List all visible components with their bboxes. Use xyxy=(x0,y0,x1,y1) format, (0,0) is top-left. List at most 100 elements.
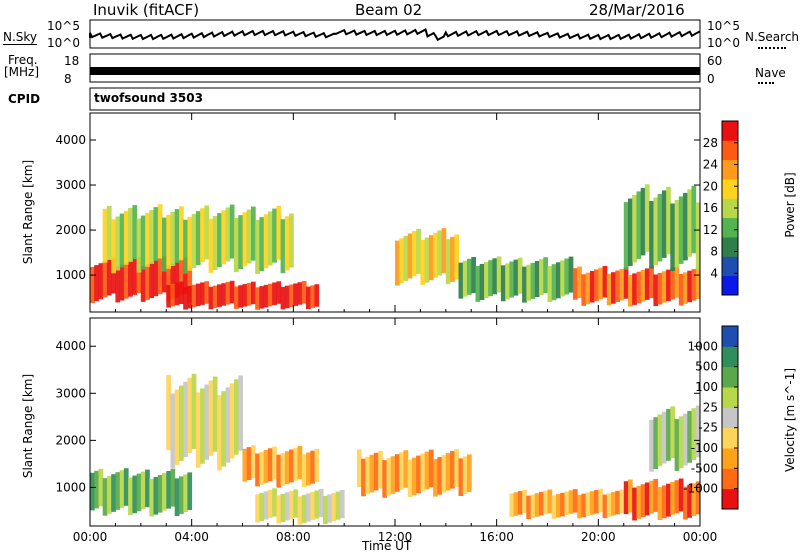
velocity-band-4-22 xyxy=(450,451,455,489)
power-colorbar-seg-8 xyxy=(722,121,738,141)
power-band-0-8 xyxy=(123,262,129,299)
velocity-band-6-3 xyxy=(636,485,642,519)
power-band-2-10 xyxy=(145,212,150,267)
power-band-4-23 xyxy=(556,262,561,299)
velocity-band-7-3 xyxy=(661,411,667,464)
velocity-band-3-16 xyxy=(310,450,315,484)
velocity-band-6-10 xyxy=(666,483,671,517)
power-band-6-2 xyxy=(632,195,637,263)
power-band-3-0 xyxy=(395,240,400,286)
power-band-1-10 xyxy=(208,286,214,310)
velocity-band-6-7 xyxy=(653,479,659,512)
power-band-4-0 xyxy=(458,262,464,299)
power-band-5-17 xyxy=(644,268,650,300)
power-band-2-8 xyxy=(136,218,142,273)
power-band-5-7 xyxy=(602,266,608,298)
velocity-band-2-11 xyxy=(301,494,307,524)
velocity-band-3-12 xyxy=(293,447,298,481)
power-band-5-19 xyxy=(653,274,659,306)
power-band-2-39 xyxy=(267,211,273,266)
velocity-band-4-26 xyxy=(467,454,472,492)
power-colorbar-seg-5 xyxy=(722,179,738,199)
velocity-band-1-15 xyxy=(229,383,235,459)
velocity-band-4-19 xyxy=(437,457,443,495)
power-band-2-42 xyxy=(280,219,286,274)
power-band-2-18 xyxy=(179,206,184,261)
power-band-5-18 xyxy=(649,266,654,299)
velocity-band-4-4 xyxy=(373,452,379,491)
velocity-band-5-22 xyxy=(602,494,608,519)
power-band-2-19 xyxy=(183,219,188,274)
velocity-band-3-13 xyxy=(297,446,303,479)
power-band-0-3 xyxy=(102,261,108,298)
power-band-1-6 xyxy=(191,284,197,308)
velocity-band-0-10 xyxy=(132,475,138,514)
velocity-band-1-7 xyxy=(195,392,201,468)
velocity-colorbar-seg-8 xyxy=(722,326,738,347)
power-band-1-9 xyxy=(204,281,210,304)
power-band-1-13 xyxy=(221,283,226,306)
power-band-2-3 xyxy=(115,216,121,271)
velocity-band-3-8 xyxy=(276,454,282,488)
power-band-0-23 xyxy=(187,266,193,303)
freq-label: Freq. xyxy=(8,53,38,67)
velocity-band-5-8 xyxy=(543,490,548,515)
cpid-strip-frame xyxy=(89,87,701,111)
velocity-band-0-11 xyxy=(136,473,142,512)
power-colorbar-seg-0 xyxy=(722,275,738,296)
velocity-band-0-21 xyxy=(179,476,184,514)
velocity-band-5-24 xyxy=(611,492,616,516)
velocity-band-6-17 xyxy=(695,481,701,515)
velocity-band-4-20 xyxy=(441,455,447,493)
velocity-band-0-17 xyxy=(162,473,167,511)
power-band-2-22 xyxy=(195,211,201,266)
velocity-band-4-16 xyxy=(424,451,430,490)
power-band-6-17 xyxy=(695,202,701,270)
power-colorbar-seg-2 xyxy=(722,237,738,257)
nsearch-label: N.Search xyxy=(745,30,800,44)
power-band-2-28 xyxy=(221,210,226,265)
power-band-3-8 xyxy=(428,235,434,281)
velocity-band-2-3 xyxy=(267,489,273,518)
power-band-4-17 xyxy=(530,262,536,299)
velocity-band-3-11 xyxy=(289,449,294,483)
power-band-2-5 xyxy=(123,210,129,265)
velocity-xtick-label-4: 16:00 xyxy=(479,530,514,544)
nave-tick-bottom: 0 xyxy=(707,72,715,86)
velocity-band-2-16 xyxy=(323,495,328,525)
velocity-band-7-11 xyxy=(695,405,701,458)
velocity-band-0-9 xyxy=(128,477,133,516)
power-band-1-17 xyxy=(238,285,243,308)
power-band-5-10 xyxy=(615,270,620,302)
velocity-band-5-7 xyxy=(539,491,544,516)
nsky-tick-bottom: 10^0 xyxy=(47,36,80,50)
velocity-band-7-9 xyxy=(687,410,692,463)
velocity-band-7-2 xyxy=(657,414,663,467)
velocity-band-1-9 xyxy=(204,384,210,460)
power-band-1-2 xyxy=(174,282,180,306)
power-band-5-26 xyxy=(683,272,688,304)
power-band-6-4 xyxy=(640,187,646,256)
velocity-colorbar-seg-5 xyxy=(722,387,738,408)
power-band-5-0 xyxy=(572,268,578,300)
power-band-2-43 xyxy=(284,216,290,271)
power-band-6-6 xyxy=(649,201,654,269)
power-band-1-4 xyxy=(183,287,188,310)
power-band-4-20 xyxy=(543,257,548,294)
velocity-band-7-10 xyxy=(691,408,697,460)
power-band-0-1 xyxy=(94,265,99,302)
power-band-2-44 xyxy=(289,213,294,268)
power-band-6-13 xyxy=(678,196,684,264)
power-band-6-11 xyxy=(670,203,675,271)
power-band-5-13 xyxy=(628,275,633,307)
power-band-6-1 xyxy=(628,198,633,266)
velocity-band-7-1 xyxy=(653,417,659,469)
velocity-band-3-3 xyxy=(255,453,260,487)
power-band-2-27 xyxy=(217,213,222,268)
power-band-1-33 xyxy=(306,286,311,310)
velocity-band-3-17 xyxy=(314,449,320,482)
power-band-2-1 xyxy=(106,206,112,260)
nsky-right-tick-top: 10^5 xyxy=(707,19,740,33)
velocity-band-2-4 xyxy=(272,488,277,517)
power-band-1-0 xyxy=(166,285,171,308)
